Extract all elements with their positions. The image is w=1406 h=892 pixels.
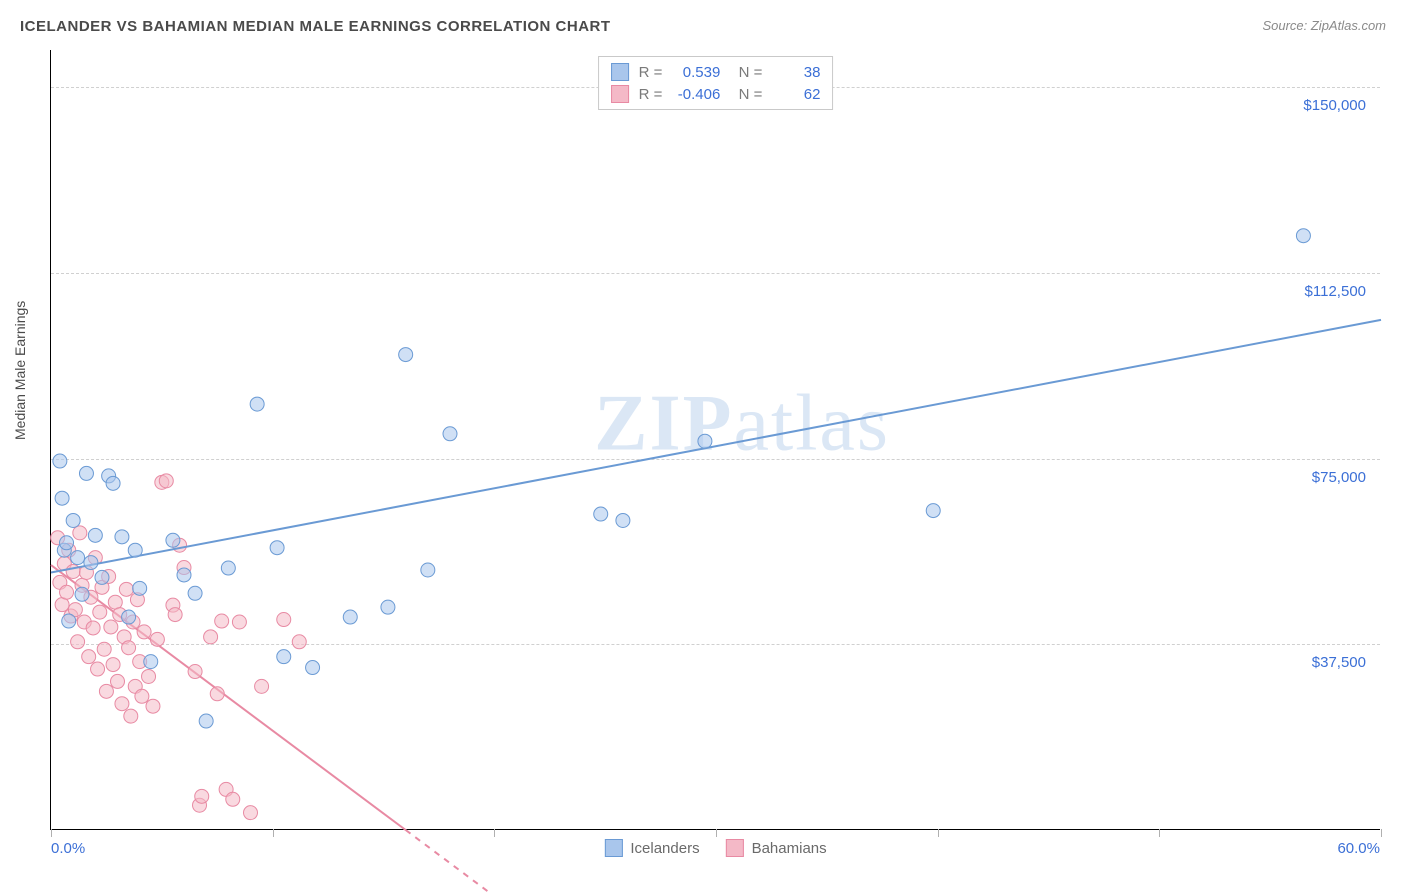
x-tick: [1381, 829, 1382, 837]
data-point: [177, 568, 191, 582]
data-point: [150, 632, 164, 646]
data-point: [133, 581, 147, 595]
data-point: [55, 491, 69, 505]
data-point: [204, 630, 218, 644]
data-point: [292, 635, 306, 649]
data-point: [159, 474, 173, 488]
correlation-legend: R = 0.539 N = 38 R = -0.406 N = 62: [598, 56, 834, 110]
data-point: [106, 476, 120, 490]
data-point: [255, 679, 269, 693]
data-point: [188, 665, 202, 679]
legend-swatch-icon: [611, 63, 629, 81]
data-point: [594, 507, 608, 521]
data-point: [226, 792, 240, 806]
data-point: [443, 427, 457, 441]
data-point: [128, 543, 142, 557]
data-point: [277, 650, 291, 664]
data-point: [146, 699, 160, 713]
data-point: [124, 709, 138, 723]
correlation-legend-row: R = 0.539 N = 38: [611, 61, 821, 83]
data-point: [221, 561, 235, 575]
data-point: [60, 536, 74, 550]
data-point: [168, 608, 182, 622]
data-point: [79, 466, 93, 480]
x-tick: [494, 829, 495, 837]
data-point: [1296, 229, 1310, 243]
data-point: [104, 620, 118, 634]
data-point: [99, 684, 113, 698]
data-point: [270, 541, 284, 555]
data-point: [199, 714, 213, 728]
data-point: [166, 533, 180, 547]
trend-line: [51, 320, 1381, 573]
data-point: [53, 454, 67, 468]
chart-title: ICELANDER VS BAHAMIAN MEDIAN MALE EARNIN…: [20, 18, 611, 35]
data-point: [306, 661, 320, 675]
legend-swatch-icon: [604, 839, 622, 857]
data-point: [122, 641, 136, 655]
legend-item: Bahamians: [726, 839, 827, 857]
data-point: [84, 556, 98, 570]
data-point: [82, 650, 96, 664]
data-point: [86, 621, 100, 635]
data-point: [115, 530, 129, 544]
data-point: [71, 635, 85, 649]
data-point: [215, 614, 229, 628]
x-tick: [1159, 829, 1160, 837]
x-tick: [938, 829, 939, 837]
legend-swatch-icon: [726, 839, 744, 857]
legend-swatch-icon: [611, 85, 629, 103]
data-point: [93, 605, 107, 619]
data-point: [232, 615, 246, 629]
data-point: [91, 662, 105, 676]
y-axis-label: Median Male Earnings: [12, 301, 28, 440]
data-point: [142, 669, 156, 683]
data-point: [62, 614, 76, 628]
x-axis-min-label: 0.0%: [51, 840, 85, 857]
correlation-legend-row: R = -0.406 N = 62: [611, 83, 821, 105]
data-point: [698, 434, 712, 448]
x-tick: [716, 829, 717, 837]
data-point: [119, 582, 133, 596]
data-point: [75, 587, 89, 601]
data-point: [421, 563, 435, 577]
data-point: [137, 625, 151, 639]
chart-plot-area: ZIPatlas $37,500$75,000$112,500$150,000 …: [50, 50, 1380, 830]
data-point: [97, 642, 111, 656]
data-point: [95, 570, 109, 584]
data-point: [343, 610, 357, 624]
x-tick: [273, 829, 274, 837]
data-point: [144, 655, 158, 669]
data-point: [106, 658, 120, 672]
data-point: [250, 397, 264, 411]
data-point: [71, 551, 85, 565]
data-point: [188, 586, 202, 600]
x-tick: [51, 829, 52, 837]
trend-line-extrapolated: [406, 830, 495, 892]
data-point: [88, 528, 102, 542]
data-point: [381, 600, 395, 614]
source-attribution: Source: ZipAtlas.com: [1262, 18, 1386, 33]
data-point: [195, 789, 209, 803]
series-legend: Icelanders Bahamians: [604, 839, 826, 857]
data-point: [277, 613, 291, 627]
data-point: [115, 697, 129, 711]
data-point: [616, 513, 630, 527]
data-point: [111, 674, 125, 688]
data-point: [122, 610, 136, 624]
data-point: [244, 806, 258, 820]
data-point: [66, 513, 80, 527]
scatter-plot-svg: [51, 50, 1380, 829]
data-point: [399, 348, 413, 362]
data-point: [926, 504, 940, 518]
legend-item: Icelanders: [604, 839, 699, 857]
data-point: [60, 585, 74, 599]
data-point: [135, 689, 149, 703]
data-point: [73, 526, 87, 540]
x-axis-max-label: 60.0%: [1337, 840, 1380, 857]
data-point: [210, 687, 224, 701]
